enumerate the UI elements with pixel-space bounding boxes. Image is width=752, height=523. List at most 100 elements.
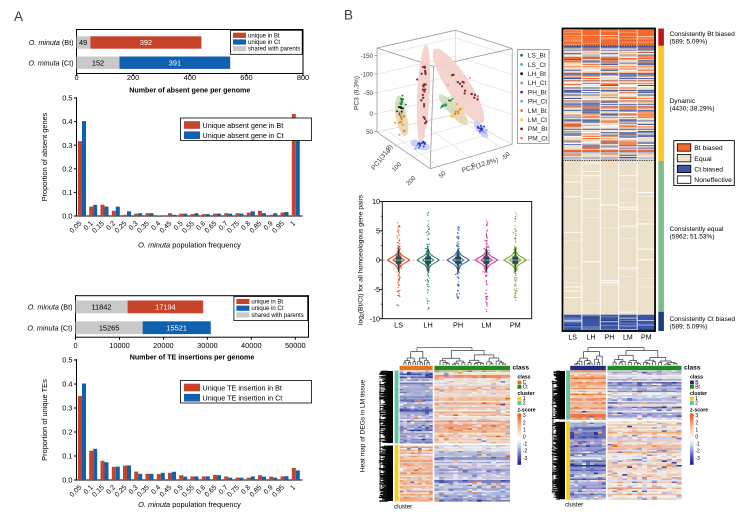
svg-text:cluster: cluster [518, 391, 535, 397]
svg-text:0.3: 0.3 [62, 404, 72, 413]
svg-text:-150: -150 [361, 53, 374, 60]
svg-text:30000: 30000 [197, 341, 218, 350]
svg-text:(589; 5.09%): (589; 5.09%) [670, 324, 708, 331]
svg-text:0.05: 0.05 [69, 220, 84, 235]
svg-text:50: 50 [366, 129, 373, 136]
svg-text:Bt biased: Bt biased [694, 145, 723, 152]
svg-text:0.8: 0.8 [240, 484, 252, 496]
svg-text:0: 0 [74, 73, 78, 82]
svg-text:800: 800 [297, 73, 309, 82]
svg-text:-2: -2 [523, 449, 528, 455]
svg-text:LM_Ct: LM_Ct [528, 117, 547, 124]
svg-text:5: 5 [376, 226, 380, 235]
svg-text:Consistently Bt biased: Consistently Bt biased [670, 31, 736, 38]
svg-text:0.5: 0.5 [62, 356, 72, 365]
svg-text:392: 392 [140, 38, 152, 47]
svg-text:200: 200 [405, 175, 418, 188]
svg-text:PH_Ct: PH_Ct [528, 99, 547, 106]
svg-text:0.95: 0.95 [271, 484, 286, 499]
svg-text:-3: -3 [523, 456, 528, 462]
svg-text:1: 1 [523, 427, 526, 433]
svg-text:152: 152 [92, 58, 104, 67]
svg-text:0.0: 0.0 [62, 212, 72, 221]
svg-text:0.05: 0.05 [69, 484, 84, 499]
svg-text:0.3: 0.3 [128, 484, 140, 496]
svg-text:0.1: 0.1 [62, 188, 72, 197]
svg-text:3: 3 [695, 413, 698, 419]
svg-text:Heat map of DEGs in LM tissue: Heat map of DEGs in LM tissue [360, 379, 367, 472]
svg-text:2: 2 [695, 401, 698, 407]
svg-text:0.95: 0.95 [271, 220, 286, 235]
svg-text:0.2: 0.2 [62, 428, 72, 437]
svg-text:(589; 5.09%): (589; 5.09%) [670, 39, 708, 46]
svg-text:Bt: Bt [695, 384, 700, 390]
svg-text:1: 1 [523, 396, 526, 402]
svg-text:0.4: 0.4 [150, 220, 162, 232]
svg-text:2: 2 [695, 420, 698, 426]
svg-text:0.55: 0.55 [181, 484, 196, 499]
svg-text:0.55: 0.55 [181, 220, 196, 235]
svg-text:O. minuta (Bt): O. minuta (Bt) [28, 303, 73, 312]
svg-text:0.4: 0.4 [62, 380, 72, 389]
svg-text:z-score: z-score [518, 408, 536, 414]
svg-text:49: 49 [79, 38, 87, 47]
svg-text:Proportion of unique TEs: Proportion of unique TEs [40, 379, 49, 461]
svg-text:LS_Bt: LS_Bt [528, 53, 546, 60]
svg-text:PC3 (9.3%): PC3 (9.3%) [354, 76, 361, 110]
svg-text:O. minuta (Bt): O. minuta (Bt) [29, 38, 74, 47]
svg-text:0.2: 0.2 [105, 220, 117, 232]
svg-text:Consistently Ct biased: Consistently Ct biased [670, 316, 736, 323]
svg-text:0.5: 0.5 [173, 220, 185, 232]
svg-text:PH: PH [605, 335, 615, 342]
svg-text:0: 0 [470, 162, 478, 170]
svg-text:0.9: 0.9 [263, 484, 275, 496]
svg-text:0.65: 0.65 [204, 484, 219, 499]
svg-text:O. minuta (Ct): O. minuta (Ct) [28, 58, 73, 67]
svg-text:2: 2 [523, 420, 526, 426]
svg-text:cluster: cluster [690, 391, 707, 397]
svg-text:20000: 20000 [153, 341, 174, 350]
svg-text:LH: LH [423, 321, 432, 330]
svg-text:Unique TE insertion in Bt: Unique TE insertion in Bt [203, 383, 282, 392]
svg-text:100: 100 [391, 161, 404, 174]
svg-text:O. minuta population frequency: O. minuta population frequency [138, 241, 241, 250]
svg-text:shared with parents: shared with parents [248, 47, 300, 53]
svg-text:-50: -50 [500, 150, 512, 162]
svg-text:0.25: 0.25 [114, 220, 129, 235]
svg-text:0.5: 0.5 [62, 94, 72, 103]
svg-text:LS_Ct: LS_Ct [528, 62, 546, 69]
svg-text:0.1: 0.1 [62, 452, 72, 461]
svg-text:-2: -2 [695, 449, 700, 455]
svg-text:PH: PH [453, 321, 463, 330]
svg-text:LM: LM [623, 335, 633, 342]
svg-text:17194: 17194 [155, 303, 176, 312]
svg-text:0.8: 0.8 [240, 220, 252, 232]
svg-text:50000: 50000 [285, 341, 306, 350]
svg-text:-10: -10 [370, 314, 381, 323]
svg-text:0.75: 0.75 [226, 484, 241, 499]
svg-text:0.65: 0.65 [204, 220, 219, 235]
svg-text:Unique TE insertion in Ct: Unique TE insertion in Ct [203, 394, 283, 403]
svg-text:0.3: 0.3 [128, 220, 140, 232]
svg-text:0: 0 [695, 435, 698, 441]
svg-text:cluster: cluster [394, 504, 412, 511]
svg-text:B: B [695, 380, 699, 386]
svg-text:unique in Ct: unique in Ct [251, 306, 283, 312]
svg-text:-1: -1 [695, 442, 700, 448]
svg-text:Noneffective: Noneffective [694, 177, 732, 184]
svg-text:LH_Ct: LH_Ct [528, 80, 547, 87]
svg-text:0: 0 [523, 435, 526, 441]
svg-text:0: 0 [385, 147, 393, 155]
svg-text:0.15: 0.15 [91, 484, 106, 499]
svg-text:0.0: 0.0 [62, 476, 72, 485]
svg-text:B: B [344, 8, 353, 23]
svg-text:0.15: 0.15 [91, 220, 106, 235]
svg-text:Ct biased: Ct biased [694, 167, 723, 174]
svg-text:class: class [518, 375, 531, 381]
svg-text:11842: 11842 [91, 303, 111, 312]
svg-text:0.9: 0.9 [263, 220, 275, 232]
svg-text:0.75: 0.75 [226, 220, 241, 235]
svg-text:50: 50 [438, 170, 448, 180]
svg-text:0: 0 [73, 341, 77, 350]
svg-text:(5962; 51.53%): (5962; 51.53%) [670, 234, 715, 241]
